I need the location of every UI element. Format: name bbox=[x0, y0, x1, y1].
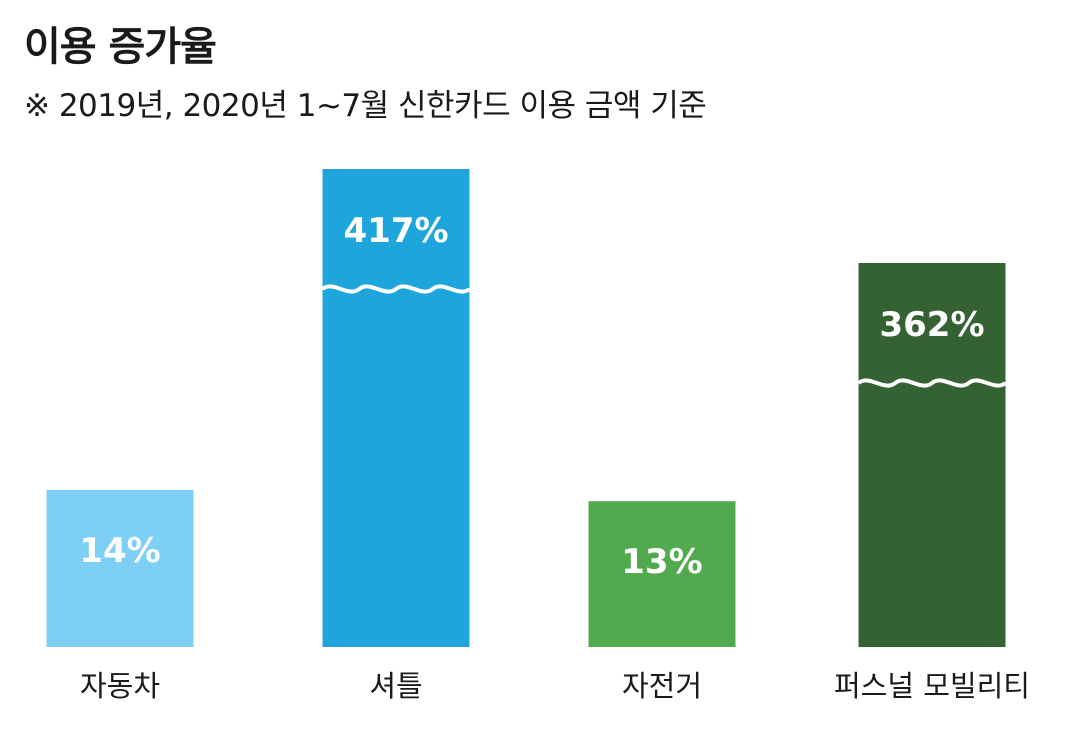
category-label-2: 셔틀 bbox=[369, 669, 422, 703]
bar-4 bbox=[858, 263, 1006, 647]
axis-break-wave-2 bbox=[321, 284, 471, 294]
bar-value-label-1: 14% bbox=[79, 531, 160, 571]
bar-1 bbox=[46, 490, 194, 647]
bar-value-label-2: 417% bbox=[343, 211, 448, 251]
category-label-4: 퍼스널 모빌리티 bbox=[834, 669, 1030, 703]
category-label-1: 자동차 bbox=[80, 669, 160, 703]
bar-3 bbox=[588, 501, 736, 647]
bar-value-label-4: 362% bbox=[879, 305, 984, 345]
chart-subtitle: ※ 2019년, 2020년 1~7월 신한카드 이용 금액 기준 bbox=[24, 88, 707, 124]
category-label-3: 자전거 bbox=[622, 669, 702, 703]
bar-value-label-3: 13% bbox=[621, 542, 702, 582]
axis-break-wave-4 bbox=[857, 378, 1007, 388]
chart-title: 이용 증가율 bbox=[24, 24, 217, 70]
bar-2 bbox=[322, 169, 470, 647]
